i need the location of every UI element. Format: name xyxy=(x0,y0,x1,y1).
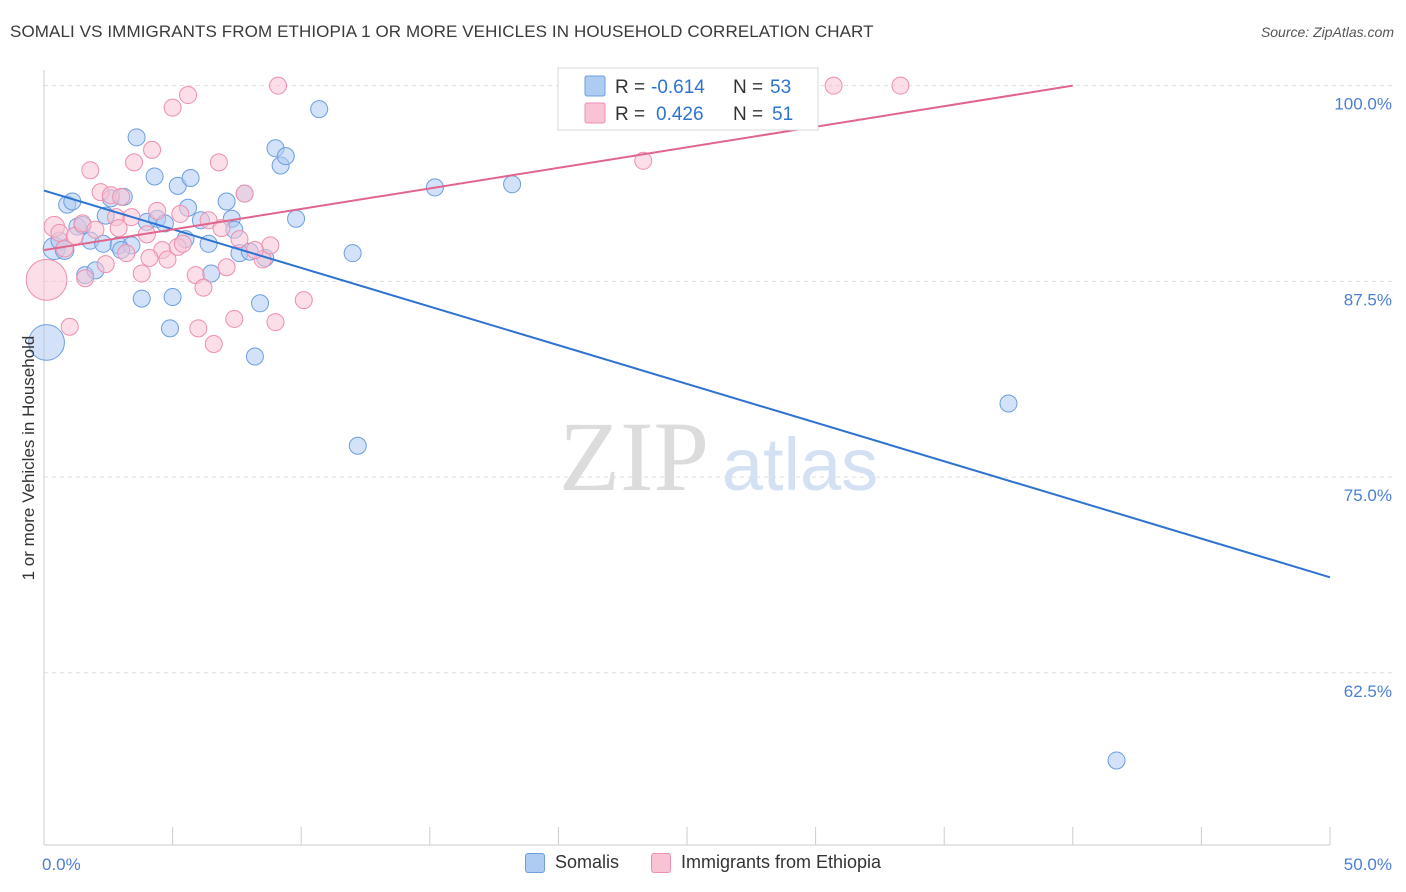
y-tick-label: 62.5% xyxy=(1344,682,1392,701)
ethiopia-point xyxy=(60,317,79,336)
somali-point xyxy=(1107,751,1126,770)
somali-point xyxy=(348,436,367,455)
ethiopia-point xyxy=(179,86,198,105)
legend-r-label: R = xyxy=(615,104,645,125)
x-tick-labels: 0.0% 50.0% xyxy=(42,855,1392,874)
ethiopia-point xyxy=(266,313,285,332)
swatch-somalis xyxy=(524,852,545,873)
legend-n-label: N = xyxy=(733,104,763,125)
legend-r-value: 0.426 xyxy=(656,104,704,125)
ethiopia-point xyxy=(50,223,69,242)
ethiopia-point xyxy=(112,187,131,206)
ethiopia-point xyxy=(824,76,843,95)
chart-title: SOMALI VS IMMIGRANTS FROM ETHIOPIA 1 OR … xyxy=(10,22,874,41)
ethiopia-point xyxy=(189,319,208,338)
legend-r-label: R = xyxy=(615,77,645,98)
somali-point xyxy=(287,209,306,228)
legend-item-ethiopia[interactable]: Immigrants from Ethiopia xyxy=(650,852,882,873)
axes xyxy=(43,70,1331,846)
somali-point xyxy=(999,394,1018,413)
ethiopia-point xyxy=(140,248,159,267)
swatch-ethiopia xyxy=(650,852,671,873)
legend-n-value: 51 xyxy=(772,104,793,125)
watermark-zip: ZIP xyxy=(559,401,709,512)
somali-point xyxy=(245,347,264,366)
series-legend: Somalis Immigrants from Ethiopia xyxy=(0,852,1406,873)
ethiopia-point xyxy=(204,334,223,353)
somali-point xyxy=(163,288,182,307)
y-axis-label: 1 or more Vehicles in Household xyxy=(19,336,38,581)
ethiopia-point xyxy=(163,98,182,117)
ethiopia-point xyxy=(96,255,115,274)
legend-swatch-blue xyxy=(584,75,606,97)
ethiopia-point xyxy=(76,269,95,288)
somali-point xyxy=(181,169,200,188)
ethiopia-point xyxy=(158,250,177,269)
ethiopia-trend-line xyxy=(43,84,1073,252)
ethiopia-point xyxy=(109,219,128,238)
watermark: ZIP atlas xyxy=(559,401,878,512)
somali-point xyxy=(503,175,522,194)
ethiopia-point xyxy=(171,205,190,224)
grid-lines xyxy=(44,85,1392,674)
ethiopia-point xyxy=(634,151,653,170)
ethiopia-point xyxy=(117,244,136,263)
watermark-atlas: atlas xyxy=(722,423,878,506)
stats-legend: R = -0.614 N = 53 R = 0.426 N = 51 xyxy=(557,67,819,131)
trend-lines xyxy=(43,84,1331,579)
somali-point xyxy=(28,324,65,361)
x-tick-label: 0.0% xyxy=(42,855,81,874)
ethiopia-point xyxy=(81,161,100,180)
somali-trend-line xyxy=(43,189,1331,579)
legend-swatch-pink xyxy=(584,102,606,124)
ethiopia-point xyxy=(212,219,231,238)
y-tick-label: 87.5% xyxy=(1344,290,1392,309)
somali-point xyxy=(127,128,146,147)
somali-point xyxy=(276,147,295,166)
legend-r-value: -0.614 xyxy=(651,77,705,98)
ethiopia-point xyxy=(143,140,162,159)
legend-label-ethiopia: Immigrants from Ethiopia xyxy=(680,852,882,872)
data-points xyxy=(25,76,1126,770)
ethiopia-point xyxy=(269,76,288,95)
x-tick-label: 50.0% xyxy=(1344,855,1392,874)
ethiopia-point xyxy=(194,278,213,297)
legend-item-somalis[interactable]: Somalis xyxy=(524,852,619,873)
ethiopia-point xyxy=(217,258,236,277)
somali-point xyxy=(132,289,151,308)
somali-point xyxy=(310,100,329,119)
ethiopia-point xyxy=(230,230,249,249)
y-tick-labels: 100.0% 87.5% 75.0% 62.5% xyxy=(1334,95,1392,701)
ethiopia-point xyxy=(235,184,254,203)
ethiopia-point xyxy=(891,76,910,95)
somali-point xyxy=(161,319,180,338)
legend-n-label: N = xyxy=(733,77,763,98)
legend-label-somalis: Somalis xyxy=(554,852,619,872)
ethiopia-point xyxy=(148,201,167,220)
ethiopia-point xyxy=(86,220,105,239)
ethiopia-point xyxy=(125,153,144,172)
somali-point xyxy=(251,294,270,313)
somali-point xyxy=(217,192,236,211)
ethiopia-point xyxy=(132,264,151,283)
ethiopia-point xyxy=(209,153,228,172)
ethiopia-point xyxy=(225,309,244,328)
source-credit: Source: ZipAtlas.com xyxy=(1260,24,1394,40)
ethiopia-point xyxy=(294,291,313,310)
somali-point xyxy=(145,167,164,186)
y-tick-label: 100.0% xyxy=(1334,95,1392,114)
ethiopia-point xyxy=(261,236,280,255)
ethiopia-point xyxy=(25,258,68,301)
y-tick-label: 75.0% xyxy=(1344,486,1392,505)
somali-point xyxy=(343,244,362,263)
legend-n-value: 53 xyxy=(770,77,791,98)
ethiopia-point xyxy=(173,234,192,253)
